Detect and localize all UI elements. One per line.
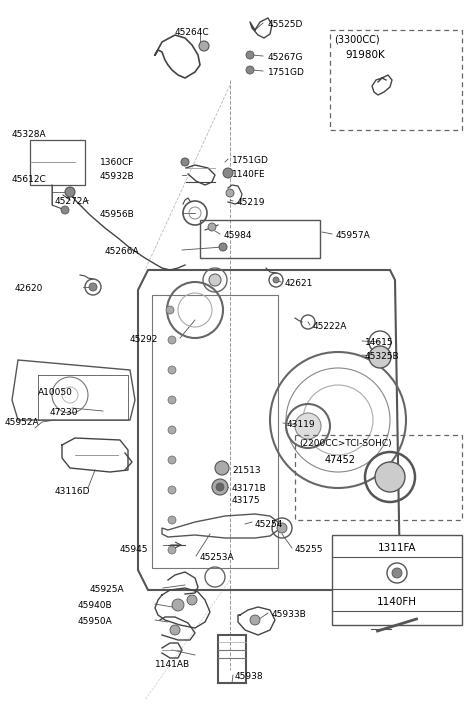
- Text: 45267G: 45267G: [268, 53, 304, 62]
- Circle shape: [199, 41, 209, 51]
- Text: 1140FH: 1140FH: [377, 597, 417, 607]
- Text: 45950A: 45950A: [78, 617, 113, 626]
- Bar: [218, 635, 246, 683]
- Circle shape: [216, 483, 224, 491]
- Text: 45525D: 45525D: [268, 20, 303, 29]
- Text: 42621: 42621: [285, 279, 313, 288]
- Text: 91980K: 91980K: [345, 50, 385, 60]
- Text: 45292: 45292: [130, 335, 158, 344]
- Circle shape: [223, 168, 233, 178]
- Text: 45956B: 45956B: [100, 210, 135, 219]
- Circle shape: [168, 396, 176, 404]
- Text: 45938: 45938: [235, 672, 264, 681]
- Text: 1140FE: 1140FE: [232, 170, 266, 179]
- Text: 1311FA: 1311FA: [378, 543, 416, 553]
- Text: 45219: 45219: [237, 198, 266, 207]
- Circle shape: [375, 462, 405, 492]
- Circle shape: [65, 187, 75, 197]
- Text: A10050: A10050: [38, 388, 73, 397]
- Text: 42620: 42620: [15, 284, 43, 293]
- Text: 45253A: 45253A: [200, 553, 235, 562]
- Text: 14615: 14615: [365, 338, 394, 347]
- Text: 1751GD: 1751GD: [268, 68, 305, 77]
- Bar: [330, 30, 462, 130]
- Circle shape: [392, 568, 402, 578]
- Circle shape: [61, 206, 69, 214]
- Text: 45945: 45945: [120, 545, 149, 554]
- Bar: [295, 435, 462, 520]
- Circle shape: [187, 595, 197, 605]
- Circle shape: [181, 158, 189, 166]
- Text: 45264C: 45264C: [175, 28, 210, 37]
- Text: 45984: 45984: [224, 231, 252, 240]
- Bar: [30, 140, 85, 185]
- Text: 45925A: 45925A: [90, 585, 125, 594]
- Circle shape: [250, 615, 260, 625]
- Bar: [332, 535, 462, 625]
- Circle shape: [168, 426, 176, 434]
- Circle shape: [246, 66, 254, 74]
- Text: (3300CC): (3300CC): [334, 34, 380, 44]
- Text: 45266A: 45266A: [105, 247, 140, 256]
- Bar: [200, 220, 320, 258]
- Circle shape: [212, 479, 228, 495]
- Circle shape: [226, 189, 234, 197]
- Text: 47230: 47230: [50, 408, 78, 417]
- Text: 45254: 45254: [255, 520, 283, 529]
- Text: 43119: 43119: [287, 420, 316, 429]
- Circle shape: [172, 599, 184, 611]
- Text: 47452: 47452: [325, 455, 356, 465]
- Text: 21513: 21513: [232, 466, 261, 475]
- Circle shape: [168, 546, 176, 554]
- Text: 45952A: 45952A: [5, 418, 39, 427]
- Text: 1360CF: 1360CF: [100, 158, 134, 167]
- Circle shape: [246, 51, 254, 59]
- Circle shape: [208, 223, 216, 231]
- Text: 1751GD: 1751GD: [232, 156, 269, 165]
- Circle shape: [219, 243, 227, 251]
- Text: 45325B: 45325B: [365, 352, 400, 361]
- Text: 45612C: 45612C: [12, 175, 47, 184]
- Text: 43175: 43175: [232, 496, 261, 505]
- Text: 45255: 45255: [295, 545, 323, 554]
- Text: 45933B: 45933B: [272, 610, 307, 619]
- Text: 45940B: 45940B: [78, 601, 113, 610]
- Circle shape: [168, 486, 176, 494]
- Text: 45272A: 45272A: [55, 197, 89, 206]
- Circle shape: [166, 306, 174, 314]
- Text: 45932B: 45932B: [100, 172, 134, 181]
- Text: (2200CC>TCI-SOHC): (2200CC>TCI-SOHC): [299, 439, 392, 448]
- Circle shape: [369, 346, 391, 368]
- Circle shape: [168, 336, 176, 344]
- Circle shape: [168, 456, 176, 464]
- Circle shape: [89, 283, 97, 291]
- Text: 45957A: 45957A: [336, 231, 371, 240]
- Text: 1141AB: 1141AB: [155, 660, 190, 669]
- Text: 45328A: 45328A: [12, 130, 47, 139]
- Text: 43171B: 43171B: [232, 484, 267, 493]
- Text: 43116D: 43116D: [55, 487, 91, 496]
- Circle shape: [168, 516, 176, 524]
- Circle shape: [277, 523, 287, 533]
- Circle shape: [209, 274, 221, 286]
- Circle shape: [273, 277, 279, 283]
- Circle shape: [170, 625, 180, 635]
- Text: 45222A: 45222A: [313, 322, 347, 331]
- Circle shape: [295, 413, 321, 439]
- Circle shape: [168, 366, 176, 374]
- Circle shape: [215, 461, 229, 475]
